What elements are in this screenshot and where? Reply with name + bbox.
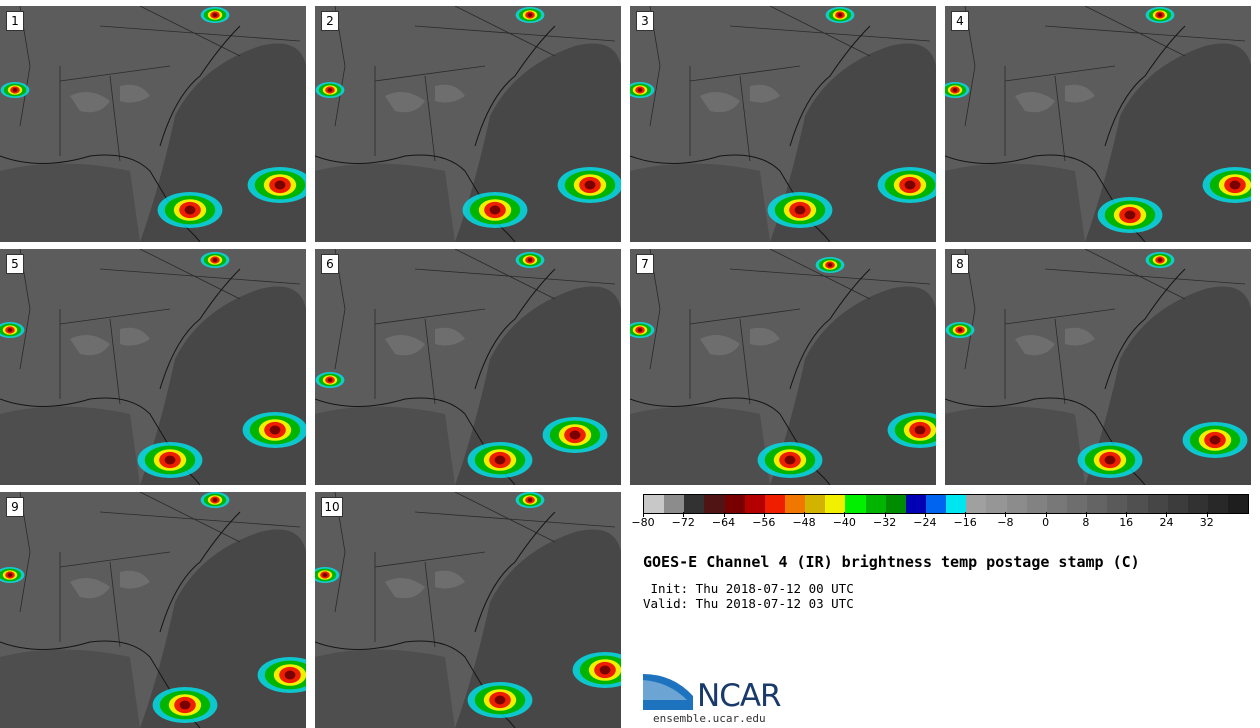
colorbar-tick [1126,512,1128,517]
colorbar-swatch [1046,495,1067,513]
postage-stamp-panel: 2 [315,6,621,242]
colorbar-tick [683,512,685,517]
panel-number: 2 [321,11,339,31]
colorbar-swatch [966,495,987,513]
postage-stamp-panel: 10 [315,492,621,728]
site-url: ensemble.ucar.edu [653,712,766,725]
init-time: Init: Thu 2018-07-12 00 UTC [643,581,854,596]
colorbar-swatch [1087,495,1108,513]
panel-number: 3 [636,11,654,31]
colorbar-tick [924,512,926,517]
satellite-map-icon [945,6,1251,242]
colorbar-tick [1085,512,1087,517]
panel-number: 8 [951,254,969,274]
colorbar-tick [844,512,846,517]
panel-number: 5 [6,254,24,274]
colorbar-swatch [1006,495,1027,513]
colorbar-tick [804,512,806,517]
colorbar-swatch [865,495,886,513]
satellite-map-icon [0,6,306,242]
colorbar-tick [723,512,725,517]
panel-number: 1 [6,11,24,31]
colorbar-swatch [845,495,866,513]
colorbar-swatch [946,495,967,513]
colorbar-swatch [885,495,906,513]
colorbar-tick [1166,512,1168,517]
colorbar-tick-label: 8 [1082,516,1090,529]
colorbar-swatch [1187,495,1208,513]
panel-number: 4 [951,11,969,31]
colorbar-swatch [825,495,846,513]
colorbar-swatch [1207,495,1229,513]
colorbar [643,494,1249,514]
satellite-map-icon [945,249,1251,485]
panel-number: 9 [6,497,24,517]
satellite-map-icon [315,249,621,485]
colorbar-tick-label: 24 [1159,516,1174,529]
colorbar-swatch [784,495,806,513]
colorbar-swatch [1107,495,1128,513]
colorbar-tick-label: −48 [792,516,816,529]
postage-stamp-panel: 4 [945,6,1251,242]
colorbar-tick-label: −40 [832,516,856,529]
colorbar-tick-label: −32 [872,516,897,529]
colorbar-swatch [744,495,765,513]
colorbar-swatch [1026,495,1047,513]
colorbar-tick [1206,512,1208,517]
colorbar-swatch [986,495,1007,513]
satellite-map-icon [630,249,936,485]
colorbar-swatch [805,495,826,513]
postage-stamp-panel: 7 [630,249,936,485]
postage-stamp-panel: 5 [0,249,306,485]
satellite-map-icon [0,492,306,728]
colorbar-swatch [644,495,665,513]
colorbar-swatch [1127,495,1148,513]
ncar-logo-icon [643,674,693,710]
colorbar-swatch [1167,495,1188,513]
panel-number: 10 [321,497,343,517]
colorbar-swatch [1147,495,1168,513]
colorbar-tick-label: −16 [953,516,977,529]
panel-number: 7 [636,254,654,274]
satellite-map-icon [315,6,621,242]
colorbar-tick-label: 0 [1042,516,1050,529]
colorbar-swatch [1228,495,1249,513]
colorbar-swatch [724,495,745,513]
colorbar-tick-label: −72 [671,516,695,529]
colorbar-tick-label: −56 [752,516,776,529]
colorbar-tick-label: −64 [711,516,736,529]
satellite-map-icon [315,492,621,728]
colorbar-swatch [905,495,926,513]
colorbar-tick-label: −80 [631,516,655,529]
colorbar-swatch [1066,495,1088,513]
figure-title: GOES-E Channel 4 (IR) brightness temp po… [643,553,1140,571]
colorbar-tick [763,512,765,517]
postage-stamp-panel: 3 [630,6,936,242]
colorbar-tick-label: 32 [1199,516,1214,529]
satellite-map-icon [630,6,936,242]
panel-number: 6 [321,254,339,274]
satellite-map-icon [0,249,306,485]
colorbar-tick [965,512,967,517]
colorbar-tick-label: 16 [1119,516,1134,529]
colorbar-tick [643,512,644,517]
postage-stamp-panel: 6 [315,249,621,485]
colorbar-swatch [704,495,725,513]
postage-stamp-panel: 8 [945,249,1251,485]
colorbar-tick-label: −8 [997,516,1014,529]
valid-time: Valid: Thu 2018-07-12 03 UTC [643,596,854,611]
ncar-logo-text: NCAR [697,678,782,714]
colorbar-tick [1045,512,1047,517]
colorbar-swatch [764,495,785,513]
colorbar-tick [1005,512,1007,517]
colorbar-swatch [925,495,947,513]
colorbar-tick [884,512,886,517]
postage-stamp-panel: 1 [0,6,306,242]
colorbar-tick-label: −24 [913,516,937,529]
colorbar-swatch [664,495,685,513]
colorbar-ticks: −80 −72 −64 −56 −48 −40 −32 −24 −16 −8 0 8 16 24 32 [631,512,1247,532]
colorbar-swatch [684,495,705,513]
postage-stamp-panel: 9 [0,492,306,728]
